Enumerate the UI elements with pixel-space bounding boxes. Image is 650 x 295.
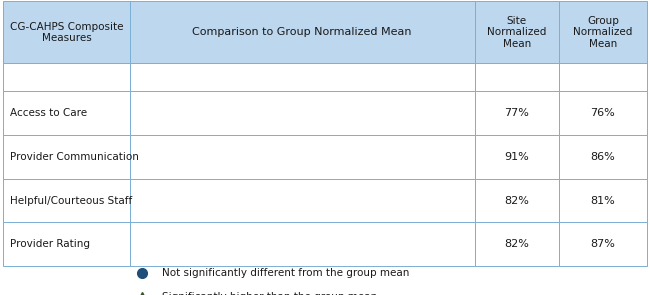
Text: 81%: 81%: [590, 196, 616, 206]
Text: Group
Normalized
Mean: Group Normalized Mean: [573, 16, 632, 49]
Text: 76%: 76%: [590, 108, 616, 118]
Text: 86%: 86%: [590, 152, 616, 162]
Text: 87%: 87%: [590, 239, 616, 249]
Text: Access to Care: Access to Care: [10, 108, 87, 118]
Text: 82%: 82%: [504, 196, 529, 206]
Text: 82%: 82%: [504, 239, 529, 249]
Text: Provider Rating: Provider Rating: [10, 239, 90, 249]
Text: Provider Communication: Provider Communication: [10, 152, 138, 162]
Text: Comparison to Group Normalized Mean: Comparison to Group Normalized Mean: [192, 27, 412, 37]
Text: CG-CAHPS Composite
Measures: CG-CAHPS Composite Measures: [10, 22, 123, 43]
Text: 91%: 91%: [504, 152, 529, 162]
Text: Significantly higher than the group mean: Significantly higher than the group mean: [162, 292, 378, 295]
Text: Not significantly different from the group mean: Not significantly different from the gro…: [162, 268, 410, 278]
Text: Helpful/Courteous Staff: Helpful/Courteous Staff: [10, 196, 132, 206]
Text: 77%: 77%: [504, 108, 529, 118]
Text: Site
Normalized
Mean: Site Normalized Mean: [487, 16, 547, 49]
